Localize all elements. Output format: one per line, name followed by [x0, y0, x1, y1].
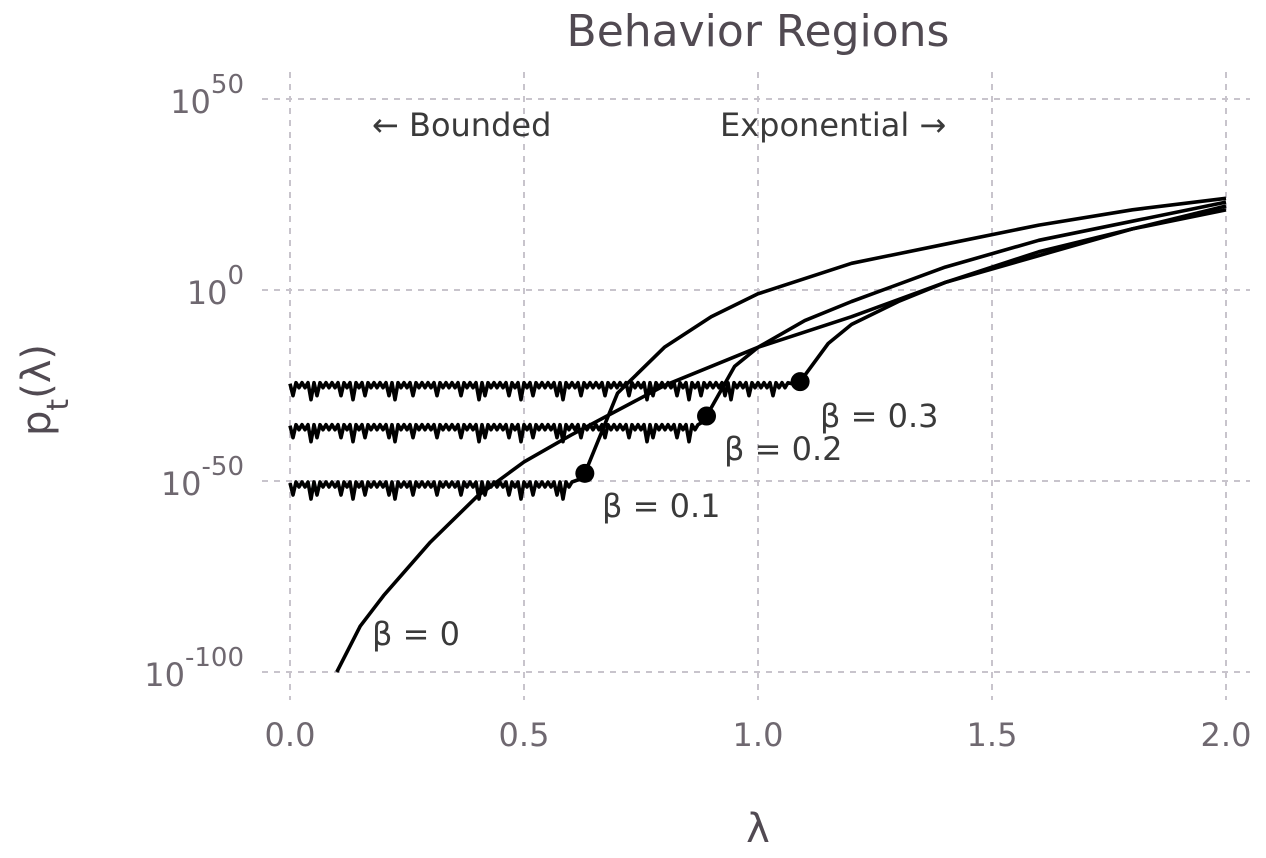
y-tick-base: 10: [161, 465, 202, 503]
y-tick-base: 10: [170, 83, 211, 121]
y-tick-exponent: 0: [227, 261, 244, 291]
y-tick-exponent: -100: [185, 643, 244, 673]
threshold-marker-3: [790, 372, 810, 392]
region-label-exponential: Exponential →: [720, 106, 946, 144]
y-axis-label: pt(λ): [14, 344, 76, 436]
series-labels: β = 0 β = 0.1β = 0.2β = 0.3: [372, 397, 938, 653]
series-curve-2: [704, 200, 1227, 417]
series-label-3: β = 0.3: [820, 397, 938, 435]
x-tick-labels: 0.0 0.5 1.0 1.5 2.0: [265, 716, 1252, 754]
region-label-bounded: ← Bounded: [372, 106, 551, 144]
x-tick-label: 0.5: [499, 716, 550, 754]
series-label-0: β = 0: [372, 615, 460, 653]
series-curve-1: [583, 196, 1227, 475]
x-axis-label: λ: [746, 806, 770, 852]
y-axis-label-main: p: [14, 411, 60, 436]
x-tick-label: 1.5: [967, 716, 1018, 754]
y-tick-base: 10: [144, 656, 185, 694]
y-tick-label: 100: [187, 261, 244, 312]
y-tick-exponent: 50: [211, 70, 244, 100]
series-curve-0: [335, 204, 1227, 673]
series-plateau-3: [288, 380, 801, 402]
y-axis-label-sub: t: [41, 399, 76, 411]
y-tick-label: 10-50: [161, 452, 244, 503]
y-tick-label: 1050: [170, 70, 244, 121]
series-plateau-2: [288, 418, 708, 444]
series-label-1: β = 0.1: [602, 487, 720, 525]
x-tick-label: 2.0: [1201, 716, 1252, 754]
threshold-marker-1: [575, 463, 595, 483]
series-curve-3: [798, 208, 1227, 383]
y-tick-label: 10-100: [144, 643, 244, 694]
x-tick-label: 1.0: [733, 716, 784, 754]
y-axis-label-tail: (λ): [14, 344, 60, 399]
y-tick-base: 10: [187, 274, 228, 312]
chart-title: Behavior Regions: [567, 6, 950, 57]
y-tick-exponent: -50: [202, 452, 244, 482]
series-plateau-1: [288, 475, 586, 501]
series-label-2: β = 0.2: [724, 430, 842, 468]
series: [288, 196, 1227, 673]
x-tick-label: 0.0: [265, 716, 316, 754]
threshold-marker-2: [697, 406, 717, 426]
